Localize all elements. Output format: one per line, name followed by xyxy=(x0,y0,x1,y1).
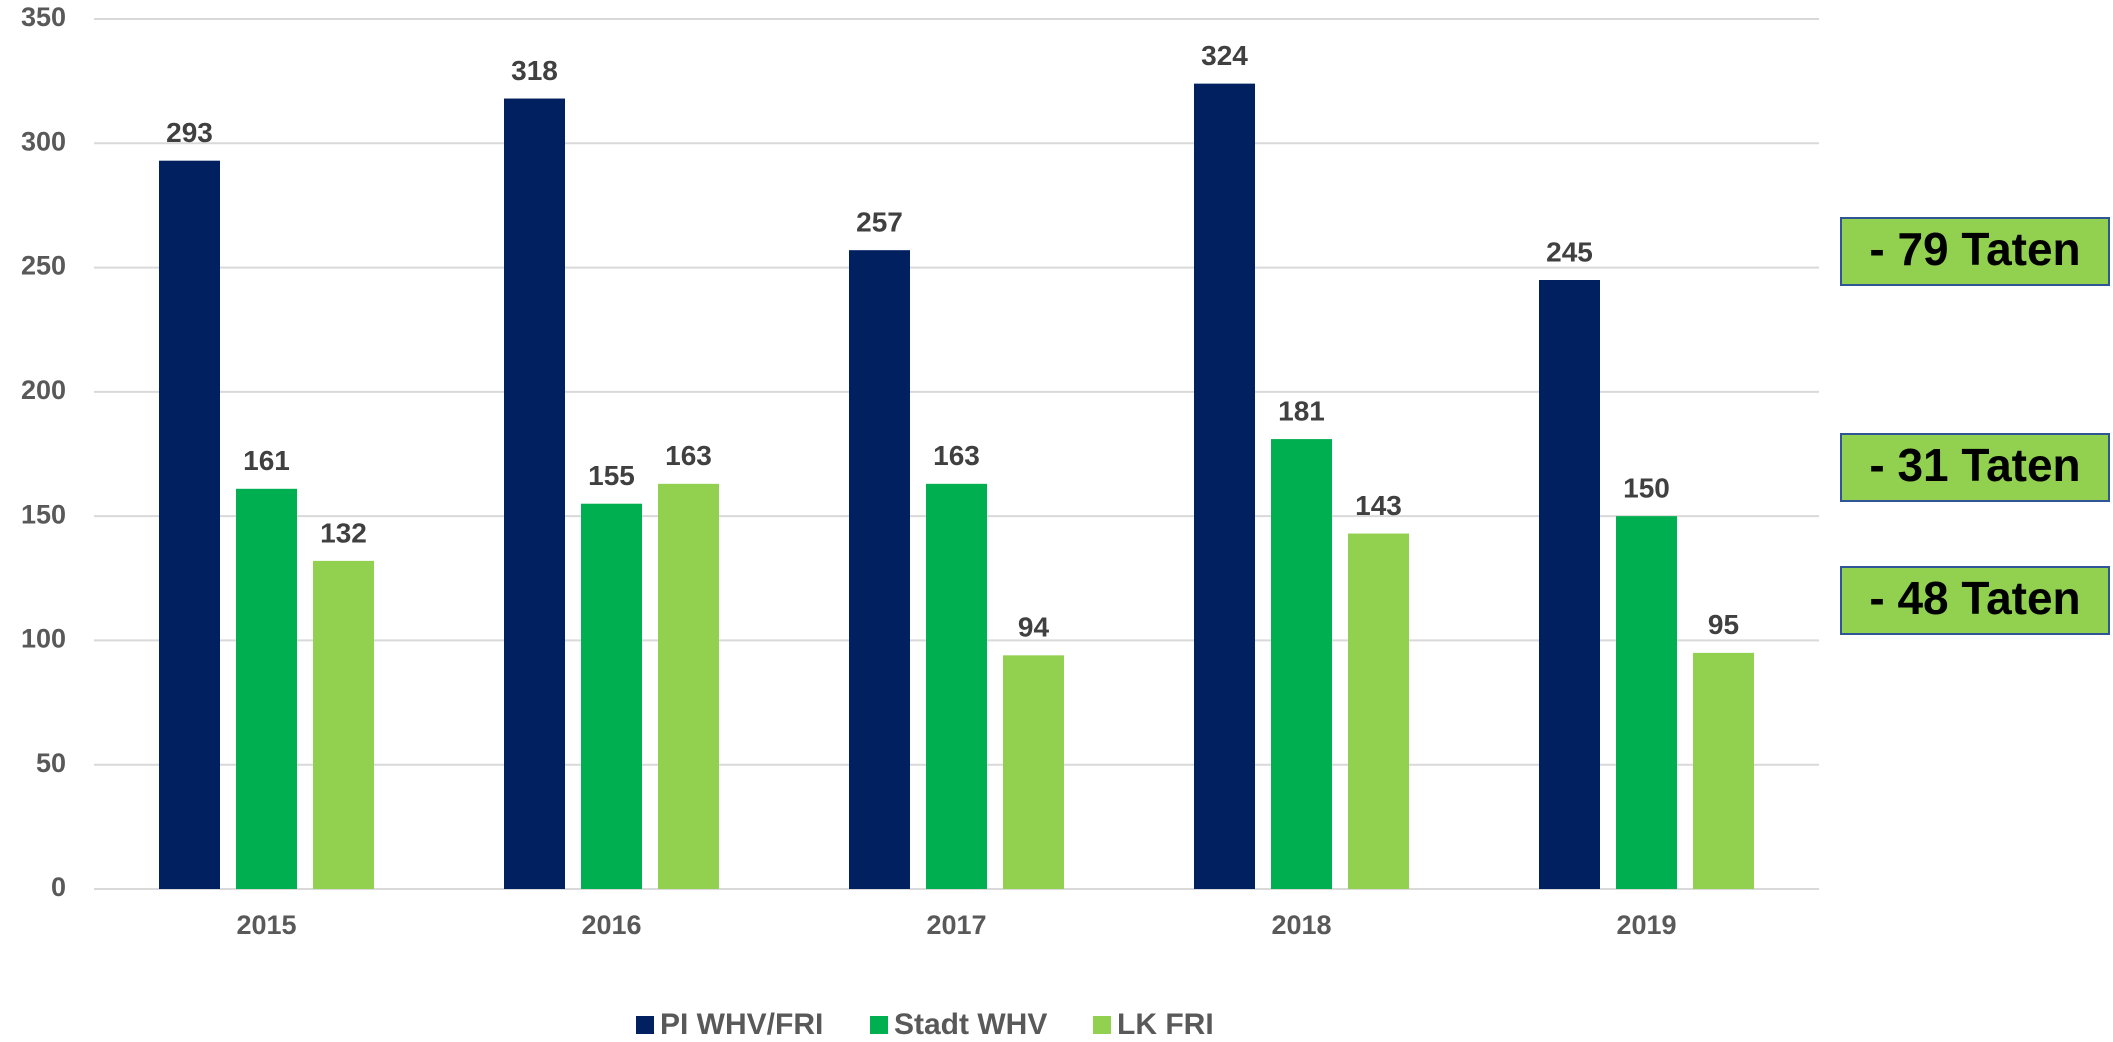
bar xyxy=(1271,439,1332,889)
bar xyxy=(1348,533,1409,889)
data-label: 245 xyxy=(1546,236,1593,267)
legend-swatch xyxy=(636,1016,654,1034)
bar xyxy=(1194,83,1255,890)
annotation: - 31 Taten xyxy=(1869,439,2080,491)
x-tick-label: 2015 xyxy=(236,910,296,940)
y-tick-label: 50 xyxy=(36,748,66,778)
data-label: 324 xyxy=(1201,40,1248,71)
bar xyxy=(1693,652,1754,889)
bar xyxy=(236,488,297,889)
x-tick-label: 2017 xyxy=(926,910,986,940)
legend-swatch xyxy=(870,1016,888,1034)
annotation: - 79 Taten xyxy=(1869,223,2080,275)
data-label: 155 xyxy=(588,460,635,491)
bar xyxy=(313,560,374,889)
bar xyxy=(504,98,565,890)
y-tick-label: 100 xyxy=(21,624,66,654)
legend-label: PI WHV/FRI xyxy=(660,1008,823,1041)
bar xyxy=(581,503,642,889)
bar xyxy=(1616,516,1677,889)
legend-label: LK FRI xyxy=(1117,1008,1214,1041)
y-tick-label: 350 xyxy=(21,2,66,32)
data-label: 132 xyxy=(320,517,367,548)
bar xyxy=(159,160,220,889)
legend-swatch xyxy=(1093,1016,1111,1034)
data-label: 161 xyxy=(243,445,290,476)
data-label: 181 xyxy=(1278,395,1325,426)
data-label: 318 xyxy=(511,55,558,86)
bar xyxy=(1539,280,1600,889)
y-tick-label: 250 xyxy=(21,251,66,281)
annotation-box xyxy=(1840,433,2110,502)
bar xyxy=(849,250,910,889)
data-label: 257 xyxy=(856,207,903,238)
annotation-box xyxy=(1840,566,2110,635)
y-tick-label: 0 xyxy=(51,872,66,902)
data-label: 293 xyxy=(166,117,213,148)
x-tick-label: 2018 xyxy=(1271,910,1331,940)
x-tick-label: 2019 xyxy=(1616,910,1676,940)
data-label: 163 xyxy=(933,440,980,471)
bar xyxy=(658,483,719,889)
y-tick-label: 150 xyxy=(21,499,66,529)
annotation-box xyxy=(1840,217,2110,286)
data-label: 143 xyxy=(1355,490,1402,521)
x-tick-label: 2016 xyxy=(581,910,641,940)
legend-label: Stadt WHV xyxy=(894,1008,1047,1041)
data-label: 94 xyxy=(1018,612,1050,643)
data-label: 95 xyxy=(1708,609,1739,640)
y-tick-label: 200 xyxy=(21,375,66,405)
data-label: 150 xyxy=(1623,473,1670,504)
y-tick-label: 300 xyxy=(21,126,66,156)
bar xyxy=(1003,655,1064,889)
data-label: 163 xyxy=(665,440,712,471)
bar xyxy=(926,483,987,889)
annotation: - 48 Taten xyxy=(1869,572,2080,624)
